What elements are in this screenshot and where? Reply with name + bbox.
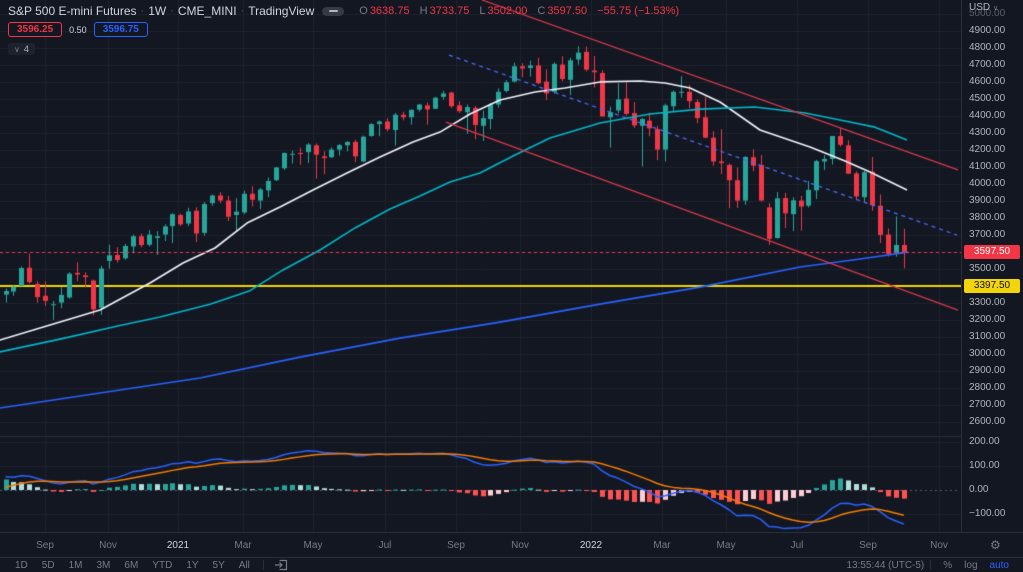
price-axis[interactable]: USD ∨ 5000.00 4900.00 4800.00 4700.00 4600.00… xyxy=(961,0,1023,532)
price-axis-label: 4100.00 xyxy=(969,161,1006,172)
buy-ask-button[interactable]: 3596.75 xyxy=(93,22,148,37)
chevron-down-icon: ∨ xyxy=(993,5,999,12)
time-axis-label: Nov xyxy=(99,540,117,551)
price-axis-label: 3500.00 xyxy=(969,263,1006,274)
range-button-all[interactable]: All xyxy=(238,559,250,571)
settings-gear-icon[interactable]: ⚙ xyxy=(990,538,1001,552)
time-axis-label: Sep xyxy=(447,540,465,551)
price-axis-label: 5000.00 xyxy=(969,8,1006,19)
price-axis-label: 2800.00 xyxy=(969,382,1006,393)
price-axis-label: 2900.00 xyxy=(969,365,1006,376)
clock-display[interactable]: 13:55:44 (UTC-5) xyxy=(846,559,925,571)
separator: · xyxy=(240,5,245,17)
range-button-1d[interactable]: 1D xyxy=(15,559,28,571)
price-axis-label: −100.00 xyxy=(969,508,1006,519)
price-axis-label: 4800.00 xyxy=(969,42,1006,53)
go-to-date-icon[interactable] xyxy=(274,559,288,571)
price-axis-label: 3900.00 xyxy=(969,195,1006,206)
sell-bid-button[interactable]: 3596.25 xyxy=(8,22,63,37)
price-axis-label: 4600.00 xyxy=(969,76,1006,87)
price-axis-label: 3800.00 xyxy=(969,212,1006,223)
price-axis-label: 4400.00 xyxy=(969,110,1006,121)
chart-legend: S&P 500 E-mini Futures · 1W · CME_MINI ·… xyxy=(8,4,679,57)
range-button-ytd[interactable]: YTD xyxy=(152,559,173,571)
symbol-title[interactable]: S&P 500 E-mini Futures xyxy=(8,4,137,18)
alert-price-badge[interactable]: 3397.50 xyxy=(964,279,1020,293)
price-axis-label: 4700.00 xyxy=(969,59,1006,70)
minus-icon xyxy=(328,10,338,12)
high-label: H xyxy=(419,5,428,17)
price-axis-label: 3700.00 xyxy=(969,229,1006,240)
price-axis-label: 2700.00 xyxy=(969,399,1006,410)
open-value: 3638.75 xyxy=(369,5,410,17)
price-axis-label: 100.00 xyxy=(969,460,1000,471)
price-axis-label: 4300.00 xyxy=(969,127,1006,138)
range-button-6m[interactable]: 6M xyxy=(124,559,139,571)
time-axis-label: Mar xyxy=(234,540,252,551)
range-button-3m[interactable]: 3M xyxy=(96,559,111,571)
chevron-down-icon: ∨ xyxy=(14,44,20,54)
range-buttons: 1D 5D 1M 3M 6M YTD 1Y 5Y All xyxy=(8,560,257,571)
chart-canvas[interactable] xyxy=(0,0,961,532)
auto-scale-button[interactable]: auto xyxy=(989,559,1009,571)
separator: · xyxy=(170,5,174,17)
range-button-1m[interactable]: 1M xyxy=(68,559,83,571)
range-button-5d[interactable]: 5D xyxy=(41,559,55,571)
currency-selector[interactable]: USD ∨ xyxy=(969,2,998,13)
price-axis-label: 200.00 xyxy=(969,436,1000,447)
low-label: L xyxy=(479,5,486,17)
indicators-collapse-button[interactable]: ∨ 4 xyxy=(8,43,35,55)
time-axis-label: Sep xyxy=(859,540,877,551)
log-scale-button[interactable]: log xyxy=(964,559,978,571)
close-label: C xyxy=(537,5,546,17)
separator: · xyxy=(140,5,145,17)
spread-value: 0.50 xyxy=(69,24,87,35)
price-axis-label: 4000.00 xyxy=(969,178,1006,189)
currency-label: USD xyxy=(969,2,991,13)
change-value: −55.75 (−1.53%) xyxy=(597,5,680,17)
price-axis-label: 4500.00 xyxy=(969,93,1006,104)
time-axis-label: May xyxy=(303,540,323,551)
time-axis-label: May xyxy=(716,540,736,551)
last-price-badge: 3597.50 xyxy=(964,245,1020,259)
legend-more-button[interactable] xyxy=(322,6,345,16)
provider-label: TradingView xyxy=(248,4,315,18)
divider xyxy=(930,560,932,570)
price-axis-label: 2600.00 xyxy=(969,416,1006,427)
price-axis-label: 4200.00 xyxy=(969,144,1006,155)
range-button-5y[interactable]: 5Y xyxy=(212,559,225,571)
time-axis-label: Mar xyxy=(653,540,671,551)
ohlc-readout: O 3638.75 H 3733.75 L 3502.00 C 3597.50 −55.… xyxy=(352,5,679,17)
open-label: O xyxy=(359,5,368,17)
indicators-count: 4 xyxy=(23,44,29,54)
time-axis-label: Nov xyxy=(511,540,529,551)
time-axis-label: Jul xyxy=(378,540,392,551)
low-value: 3502.00 xyxy=(487,5,528,17)
price-axis-label: 3100.00 xyxy=(969,331,1006,342)
bottom-toolbar: 1D 5D 1M 3M 6M YTD 1Y 5Y All 13:55:44 (UTC-5) % … xyxy=(0,557,1023,572)
high-value: 3733.75 xyxy=(429,5,470,17)
timeframe-label[interactable]: 1W xyxy=(148,4,167,18)
close-value: 3597.50 xyxy=(547,5,588,17)
time-axis-label: 2021 xyxy=(166,540,190,551)
time-axis-label: Nov xyxy=(930,540,948,551)
time-axis-label: Sep xyxy=(36,540,54,551)
time-axis-label: 2022 xyxy=(579,540,603,551)
price-axis-label: 0.00 xyxy=(969,484,989,495)
percent-scale-button[interactable]: % xyxy=(943,559,953,571)
price-axis-label: 4900.00 xyxy=(969,25,1006,36)
price-axis-label: 3300.00 xyxy=(969,297,1006,308)
exchange-label[interactable]: CME_MINI xyxy=(177,4,237,18)
divider xyxy=(262,560,264,570)
range-button-1y[interactable]: 1Y xyxy=(186,559,199,571)
price-axis-label: 3200.00 xyxy=(969,314,1006,325)
time-axis[interactable]: Sep Nov 2021 Mar May Jul Sep Nov 2022 Mar May Jul Se… xyxy=(0,532,1023,557)
time-axis-label: Jul xyxy=(790,540,804,551)
price-axis-label: 3000.00 xyxy=(969,348,1006,359)
